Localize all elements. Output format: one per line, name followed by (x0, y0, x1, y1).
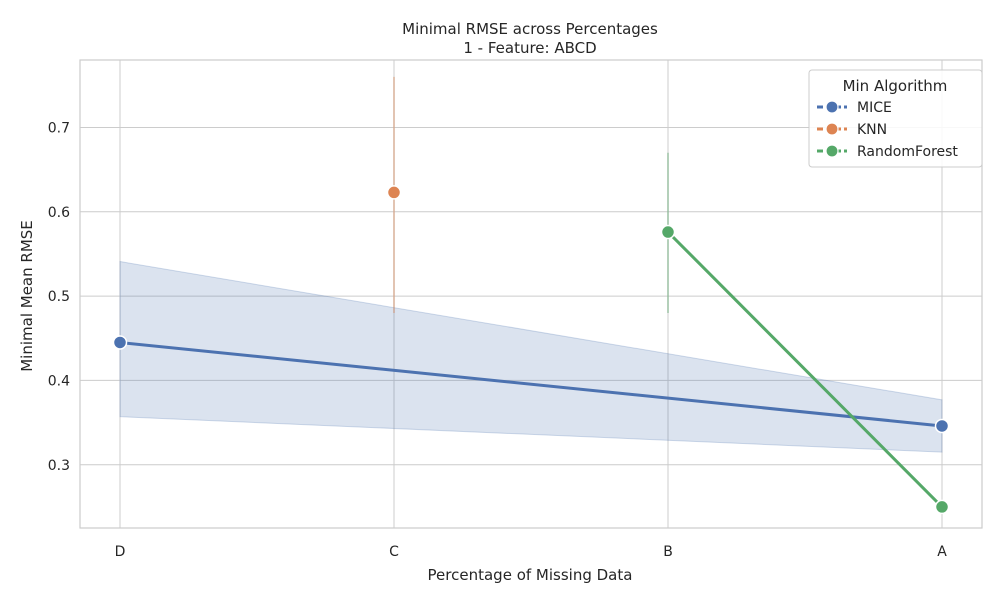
chart-subtitle: 1 - Feature: ABCD (463, 39, 596, 57)
mice-confidence-band (119, 260, 943, 453)
y-axis-label: Minimal Mean RMSE (18, 220, 36, 372)
y-tick-labels: 0.3 0.4 0.5 0.6 0.7 (48, 120, 70, 473)
data-points (112, 185, 950, 515)
mice-point (112, 335, 128, 350)
x-tick-label: A (937, 544, 947, 560)
legend-box (808, 69, 983, 168)
chart-title: Minimal RMSE across Percentages (402, 20, 658, 38)
legend-swatch-marker (825, 100, 839, 114)
legend-label: KNN (857, 122, 887, 138)
randomforest-line (666, 230, 944, 508)
y-tick-label: 0.5 (48, 289, 70, 305)
y-tick-label: 0.6 (48, 205, 70, 221)
legend-swatch-marker (825, 122, 839, 136)
legend-label: MICE (857, 100, 892, 116)
legend-entry-mice: MICE (817, 100, 892, 116)
x-tick-label: C (389, 544, 399, 560)
plot-frame (79, 59, 983, 529)
y-tick-label: 0.4 (48, 373, 70, 389)
legend-label: RandomForest (857, 144, 958, 160)
mice-point (934, 418, 950, 434)
legend: Min Algorithm MICE KNN RandomForest (808, 69, 983, 168)
randomforest-point (934, 499, 950, 515)
x-tick-label: B (663, 544, 673, 560)
legend-swatch-marker (825, 144, 839, 158)
x-tick-label: D (115, 544, 126, 560)
randomforest-point (660, 224, 676, 240)
knn-point (386, 185, 402, 200)
x-axis-label: Percentage of Missing Data (428, 566, 633, 584)
series-lines (119, 230, 944, 508)
y-tick-label: 0.3 (48, 458, 70, 474)
mice-line (119, 340, 943, 428)
legend-title: Min Algorithm (843, 77, 948, 95)
legend-entry-randomforest: RandomForest (817, 144, 958, 160)
legend-entry-knn: KNN (817, 122, 887, 138)
y-tick-label: 0.7 (48, 120, 70, 136)
